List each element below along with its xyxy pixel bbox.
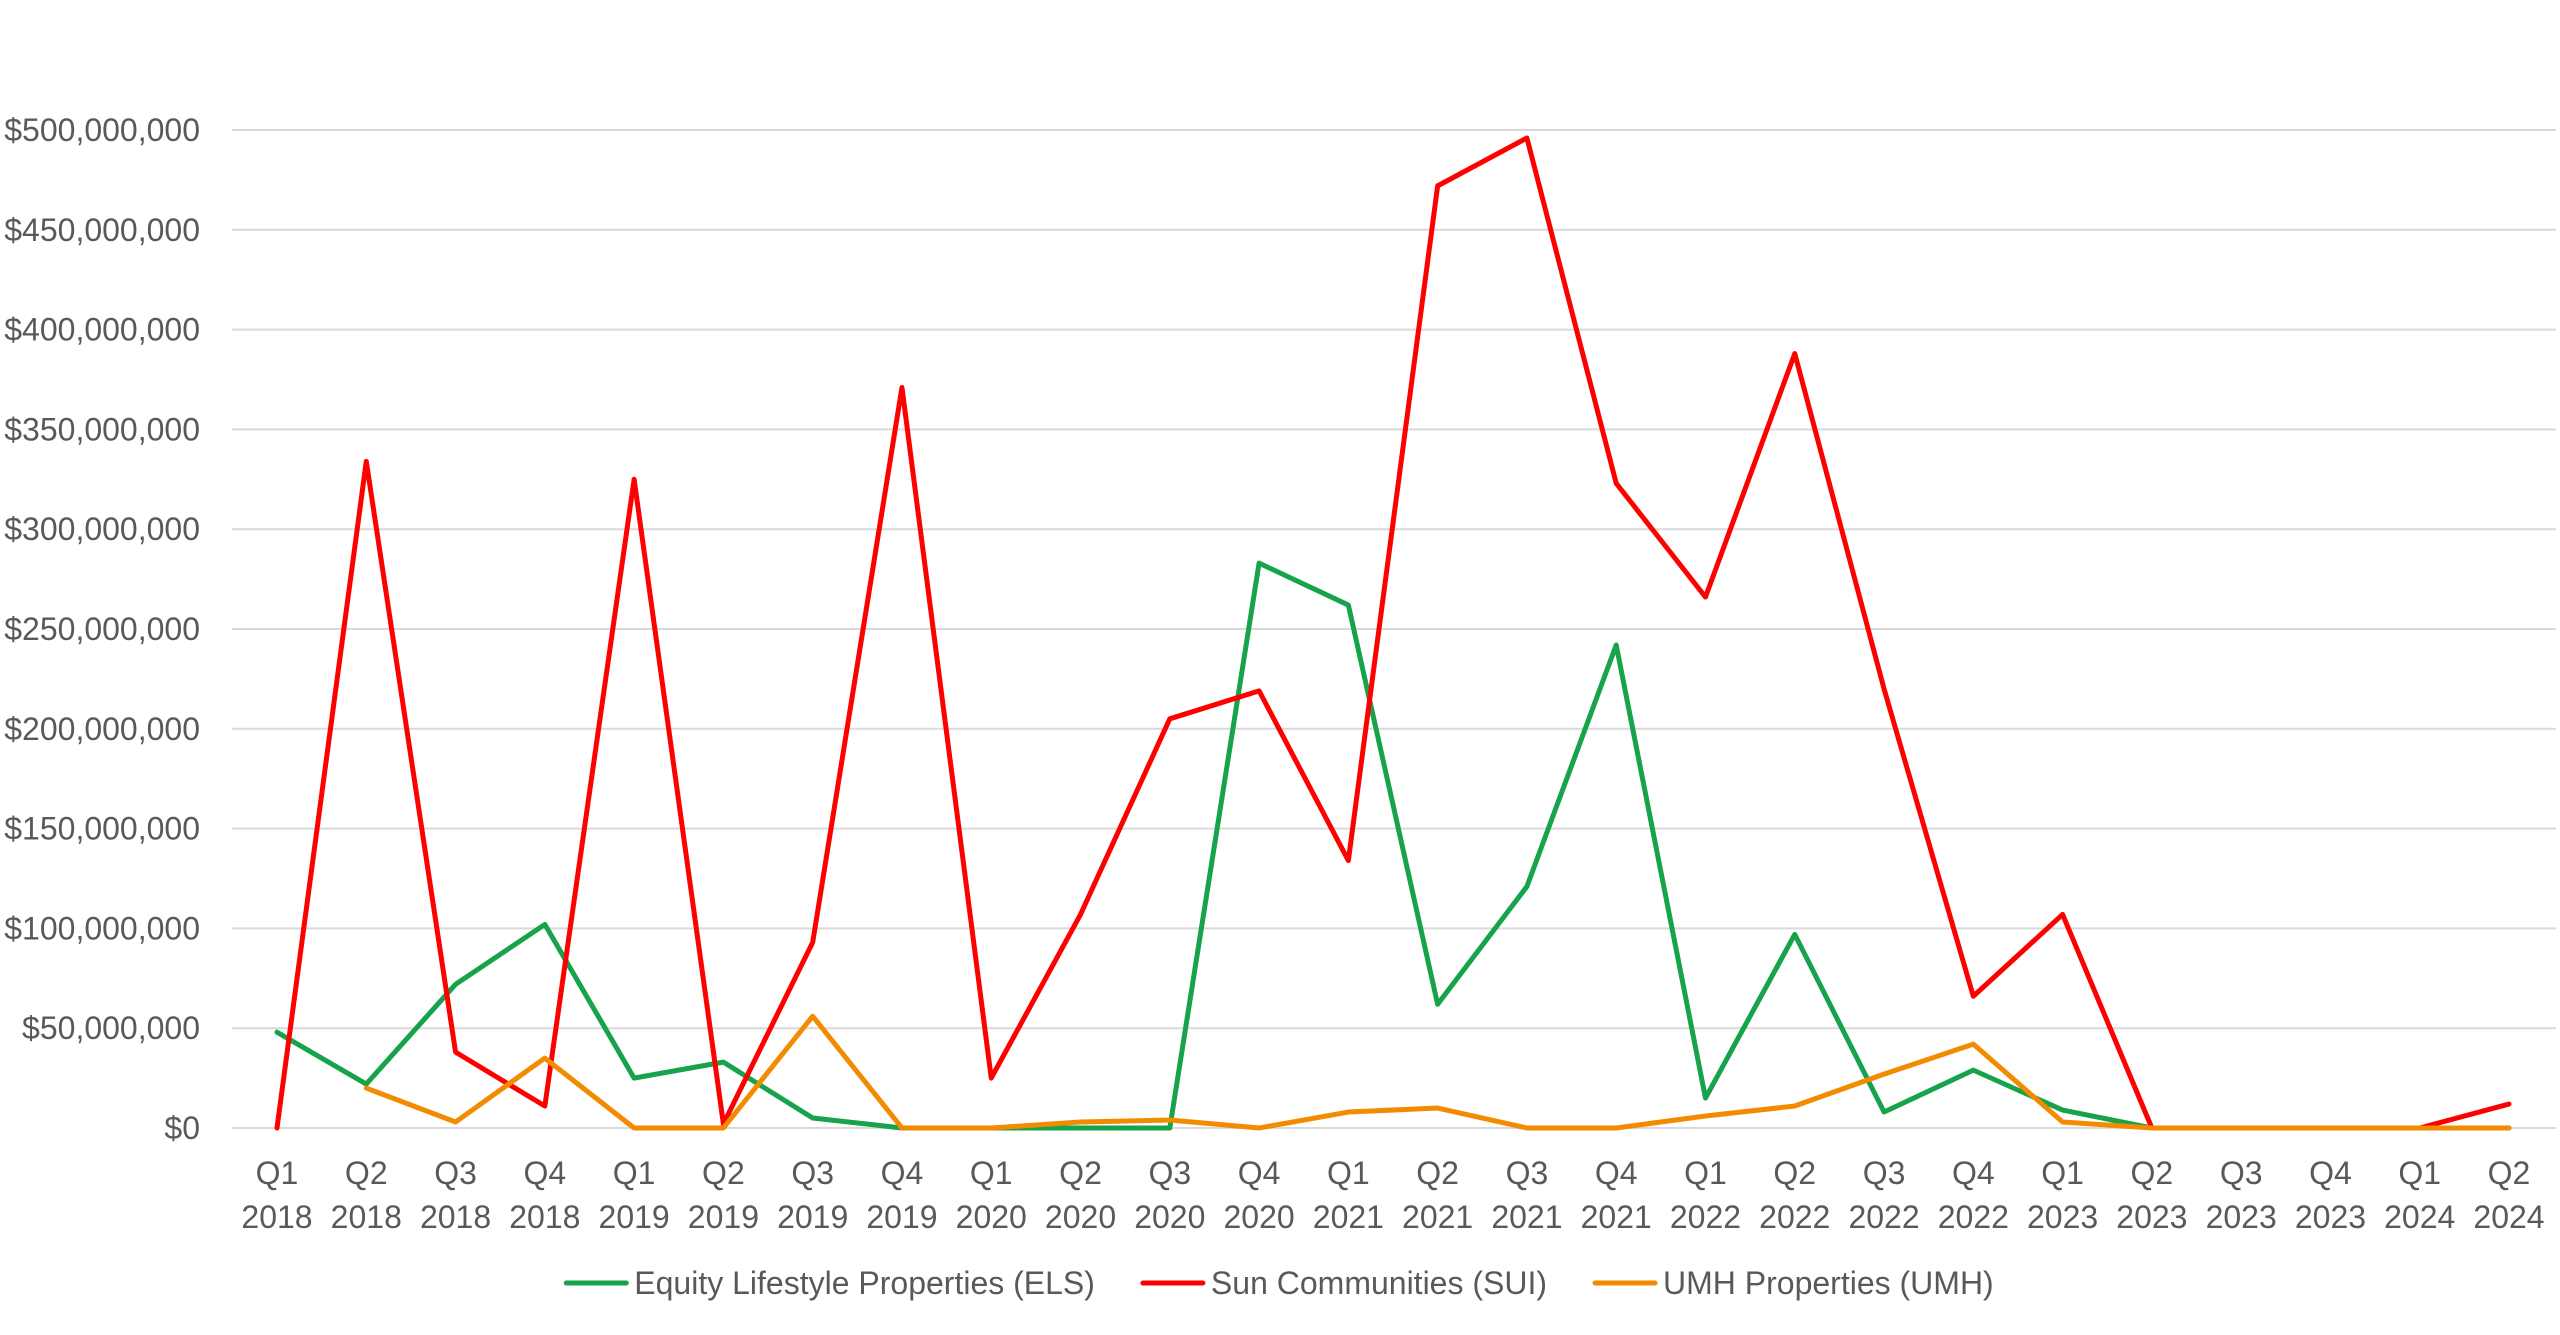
x-axis-tick-labels: Q1 2018 Q2 2018 Q3 2018 Q4 2018 Q1 2019 Q2 2019 Q3 20… bbox=[241, 1155, 2544, 1235]
y-tick-label: $350,000,000 bbox=[4, 411, 200, 447]
x-tick-label: Q4 2023 bbox=[2295, 1155, 2366, 1235]
x-tick-label: Q4 2018 bbox=[509, 1155, 580, 1235]
y-tick-label: $400,000,000 bbox=[4, 312, 200, 348]
x-tick-label: Q4 2022 bbox=[1938, 1155, 2009, 1235]
x-tick-label: Q1 2018 bbox=[241, 1155, 312, 1235]
y-tick-label: $200,000,000 bbox=[4, 711, 200, 747]
x-tick-label: Q2 2023 bbox=[2116, 1155, 2187, 1235]
x-tick-label: Q1 2023 bbox=[2027, 1155, 2098, 1235]
x-tick-label: Q1 2024 bbox=[2384, 1155, 2455, 1235]
legend-item-2: UMH Properties (UMH) bbox=[1592, 1265, 1994, 1301]
legend: Equity Lifestyle Properties (ELS) Sun Com… bbox=[563, 1265, 1994, 1301]
legend-item-0: Equity Lifestyle Properties (ELS) bbox=[563, 1265, 1095, 1301]
x-tick-label: Q3 2018 bbox=[420, 1155, 491, 1235]
y-tick-label: $300,000,000 bbox=[4, 511, 200, 547]
y-axis-tick-labels: $0 $50,000,000 $100,000,000 $150,000,000 $20… bbox=[4, 112, 200, 1146]
x-tick-label: Q1 2021 bbox=[1313, 1155, 1384, 1235]
x-tick-label: Q4 2021 bbox=[1581, 1155, 1652, 1235]
y-tick-label: $100,000,000 bbox=[4, 910, 200, 946]
x-tick-label: Q3 2020 bbox=[1134, 1155, 1205, 1235]
y-tick-label: $250,000,000 bbox=[4, 611, 200, 647]
series-lines bbox=[274, 135, 2512, 1131]
x-tick-label: Q3 2019 bbox=[777, 1155, 848, 1235]
x-tick-label: Q2 2021 bbox=[1402, 1155, 1473, 1235]
legend-label: Equity Lifestyle Properties (ELS) bbox=[634, 1265, 1095, 1301]
x-tick-label: Q1 2019 bbox=[599, 1155, 670, 1235]
x-tick-label: Q4 2019 bbox=[866, 1155, 937, 1235]
y-tick-label: $450,000,000 bbox=[4, 212, 200, 248]
x-tick-label: Q2 2020 bbox=[1045, 1155, 1116, 1235]
legend-label: Sun Communities (SUI) bbox=[1211, 1265, 1547, 1301]
x-tick-label: Q2 2018 bbox=[331, 1155, 402, 1235]
y-tick-label: $500,000,000 bbox=[4, 112, 200, 148]
x-tick-label: Q3 2021 bbox=[1491, 1155, 1562, 1235]
x-tick-label: Q4 2020 bbox=[1223, 1155, 1294, 1235]
x-tick-label: Q3 2023 bbox=[2206, 1155, 2277, 1235]
x-tick-label: Q3 2022 bbox=[1848, 1155, 1919, 1235]
x-tick-label: Q2 2024 bbox=[2473, 1155, 2544, 1235]
gridlines bbox=[232, 129, 2556, 1129]
y-tick-label: $0 bbox=[164, 1110, 200, 1146]
x-tick-label: Q2 2022 bbox=[1759, 1155, 1830, 1235]
x-tick-label: Q1 2020 bbox=[956, 1155, 1027, 1235]
legend-item-1: Sun Communities (SUI) bbox=[1140, 1265, 1547, 1301]
x-tick-label: Q2 2019 bbox=[688, 1155, 759, 1235]
series-line-2 bbox=[363, 1013, 2512, 1131]
y-tick-label: $150,000,000 bbox=[4, 811, 200, 847]
y-tick-label: $50,000,000 bbox=[22, 1010, 200, 1046]
x-tick-label: Q1 2022 bbox=[1670, 1155, 1741, 1235]
legend-label: UMH Properties (UMH) bbox=[1663, 1265, 1994, 1301]
series-line-1 bbox=[274, 135, 2512, 1131]
